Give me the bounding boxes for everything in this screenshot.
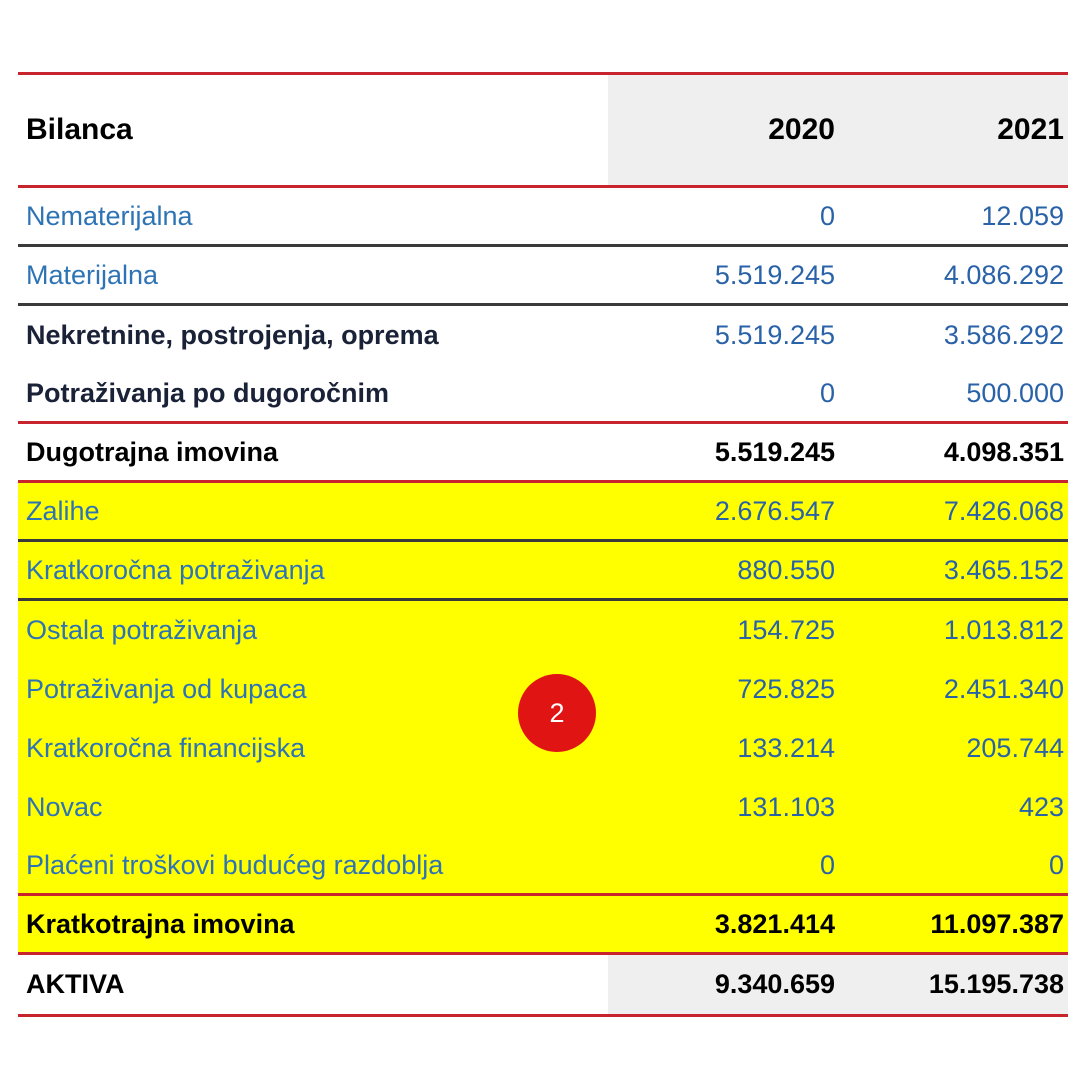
table-title: Bilanca (26, 113, 133, 146)
value-2021: 500.000 (966, 377, 1064, 408)
value-2020: 133.214 (737, 733, 835, 763)
row-label: Materijalna (26, 259, 159, 290)
value-2021: 2.451.340 (943, 674, 1064, 704)
row-label: Kratkotrajna imovina (26, 908, 295, 939)
table-row-materijalna: Materijalna 5.519.245 4.086.292 (18, 247, 1068, 306)
value-2021: 15.195.738 (845, 955, 1068, 1014)
value-2021: 3.586.292 (943, 320, 1064, 350)
table-row-aktiva: AKTIVA 9.340.659 15.195.738 (18, 955, 1068, 1017)
table-row-novac: Novac 131.103 423 (18, 778, 1068, 837)
table-row-nematerijalna: Nematerijalna 0 12.059 (18, 188, 1068, 247)
table-row-ostala-potrazivanja: Ostala potraživanja 154.725 1.013.812 (18, 601, 1068, 660)
value-2020: 5.519.245 (714, 320, 835, 350)
table-row-dugotrajna-imovina: Dugotrajna imovina 5.519.245 4.098.351 (18, 424, 1068, 483)
table-row-placeni-troskovi: Plaćeni troškovi budućeg razdoblja 0 0 (18, 837, 1068, 896)
table-row-kratkotrajna-imovina: Kratkotrajna imovina 3.821.414 11.097.38… (18, 896, 1068, 955)
row-label: Nekretnine, postrojenja, oprema (26, 320, 439, 350)
row-label: Ostala potraživanja (26, 615, 258, 645)
value-2021: 3.465.152 (943, 554, 1064, 585)
row-label: Kratkoročna potraživanja (26, 554, 325, 585)
row-label: Zalihe (26, 495, 100, 526)
column-header-2020: 2020 (608, 75, 845, 185)
value-2021: 12.059 (981, 200, 1064, 231)
table-row-potrazivanja-dugorocna: Potraživanja po dugoročnim 0 500.000 (18, 365, 1068, 424)
column-header-2021: 2021 (845, 75, 1068, 185)
row-label: Novac (26, 792, 103, 822)
value-2020: 5.519.245 (714, 436, 835, 467)
table-row-nekretnine: Nekretnine, postrojenja, oprema 5.519.24… (18, 306, 1068, 365)
table-row-kratkorocna-potrazivanja: Kratkoročna potraživanja 880.550 3.465.1… (18, 542, 1068, 601)
value-2020: 2.676.547 (714, 495, 835, 526)
row-label: Nematerijalna (26, 200, 193, 231)
value-2021: 423 (1018, 792, 1064, 822)
value-2020: 0 (819, 377, 835, 408)
value-2020: 154.725 (737, 615, 835, 645)
annotation-step-number: 2 (549, 697, 565, 728)
table-header-row: Bilanca 2020 2021 (18, 75, 1068, 188)
row-label: Potraživanja po dugoročnim (26, 377, 390, 408)
value-2021: 7.426.068 (943, 495, 1064, 526)
value-2020: 5.519.245 (714, 259, 835, 290)
value-2020: 9.340.659 (608, 955, 845, 1014)
value-2020: 880.550 (737, 554, 835, 585)
table-row-zalihe: Zalihe 2.676.547 7.426.068 (18, 483, 1068, 542)
value-2020: 725.825 (737, 674, 835, 704)
value-2021: 4.098.351 (943, 436, 1064, 467)
value-2021: 1.013.812 (943, 615, 1064, 645)
row-label: Dugotrajna imovina (26, 436, 279, 467)
balance-sheet-table: Bilanca 2020 2021 Nematerijalna 0 12.059… (18, 72, 1068, 1017)
value-2020: 0 (819, 849, 835, 880)
value-2020: 3.821.414 (714, 908, 835, 939)
value-2021: 205.744 (966, 733, 1064, 763)
value-2021: 11.097.387 (930, 908, 1064, 939)
row-label: Kratkoročna financijska (26, 733, 306, 763)
value-2020: 131.103 (737, 792, 835, 822)
row-label: Potraživanja od kupaca (26, 674, 307, 704)
row-label: Plaćeni troškovi budućeg razdoblja (26, 849, 444, 880)
value-2021: 4.086.292 (943, 259, 1064, 290)
annotation-step-badge[interactable]: 2 (518, 674, 596, 752)
value-2021: 0 (1048, 849, 1064, 880)
row-label: AKTIVA (26, 969, 125, 999)
value-2020: 0 (819, 200, 835, 231)
